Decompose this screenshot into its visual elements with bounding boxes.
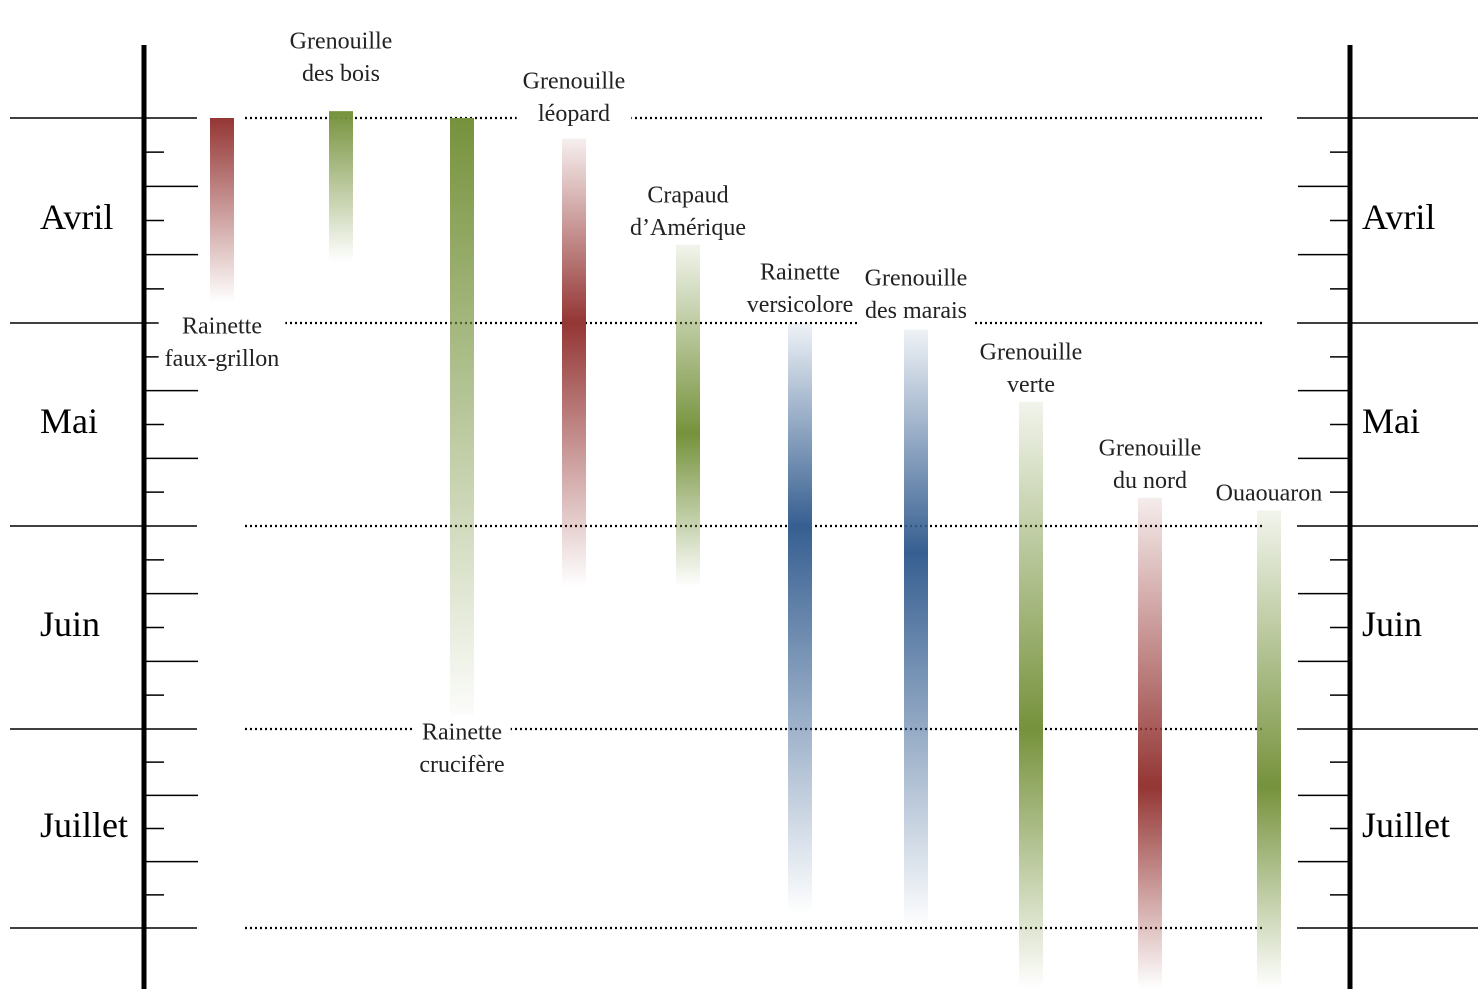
label-layer: Rainette faux-grillon Grenouille des bois Ra…	[158, 24, 1329, 782]
species-label-line-9-0: Ouaouaron	[1216, 480, 1323, 506]
grid-layer	[245, 116, 1262, 930]
species-label-line-1-1: des bois	[302, 61, 380, 87]
species-label-bg-0	[158, 309, 286, 376]
species-label-bg-8	[1092, 431, 1208, 498]
species-label-5: Rainette versicolore	[747, 259, 854, 317]
calling-period-bar-3	[562, 138, 586, 587]
species-label-line-5-1: versicolore	[747, 292, 854, 318]
species-label-1: Grenouille des bois	[290, 28, 393, 86]
calling-period-bar-2	[450, 118, 474, 729]
month-label-right-0: Avril	[1362, 197, 1435, 237]
species-label-bg-6	[858, 261, 974, 328]
species-label-line-1-0: Grenouille	[290, 28, 393, 54]
species-label-line-7-1: verte	[1007, 372, 1055, 398]
calling-period-bar-6	[904, 329, 928, 928]
species-label-line-0-1: faux-grillon	[165, 346, 280, 372]
species-label-4: Crapaud d’Amérique	[630, 182, 746, 240]
month-label-left-2: Juin	[40, 604, 100, 644]
species-label-line-4-0: Crapaud	[647, 182, 728, 208]
month-label-right-2: Juin	[1362, 604, 1422, 644]
species-label-bg-9	[1209, 476, 1329, 511]
species-label-line-2-1: crucifère	[419, 752, 504, 778]
month-label-left-3: Juillet	[40, 805, 128, 845]
species-label-2: Rainette crucifère	[419, 719, 504, 777]
species-label-bg-3	[516, 64, 632, 131]
month-label-left-1: Mai	[40, 401, 98, 441]
species-label-line-4-1: d’Amérique	[630, 215, 746, 241]
month-label-left-0: Avril	[40, 197, 113, 237]
species-label-line-6-0: Grenouille	[865, 265, 968, 291]
species-label-line-3-1: léopard	[538, 101, 610, 127]
calling-period-bar-5	[788, 323, 812, 916]
month-label-right-3: Juillet	[1362, 805, 1450, 845]
species-label-line-2-0: Rainette	[422, 719, 502, 745]
species-label-9: Ouaouaron	[1216, 480, 1323, 506]
bar-layer	[210, 111, 1281, 989]
species-label-bg-7	[973, 335, 1089, 402]
species-label-6: Grenouille des marais	[865, 265, 968, 323]
species-label-line-5-0: Rainette	[760, 259, 840, 285]
calling-period-bar-7	[1019, 395, 1043, 989]
species-label-8: Grenouille du nord	[1099, 435, 1202, 493]
calling-period-bar-0	[210, 118, 234, 303]
calling-period-bar-4	[676, 241, 700, 587]
species-label-line-6-1: des marais	[865, 298, 967, 324]
species-label-line-7-0: Grenouille	[980, 339, 1083, 365]
species-label-bg-4	[624, 178, 752, 245]
calling-period-bar-8	[1138, 493, 1162, 989]
species-label-7: Grenouille verte	[980, 339, 1083, 397]
species-label-bg-1	[283, 24, 399, 91]
species-label-3: Grenouille léopard	[523, 68, 626, 126]
month-label-right-1: Mai	[1362, 401, 1420, 441]
calling-period-bar-9	[1257, 506, 1281, 989]
calling-period-bar-1	[329, 111, 353, 262]
species-label-line-8-1: du nord	[1113, 468, 1187, 494]
species-label-line-0-0: Rainette	[182, 313, 262, 339]
species-label-bg-5	[740, 255, 860, 322]
species-label-line-3-0: Grenouille	[523, 68, 626, 94]
species-label-bg-2	[413, 715, 511, 782]
species-label-0: Rainette faux-grillon	[165, 313, 280, 371]
species-label-line-8-0: Grenouille	[1099, 435, 1202, 461]
